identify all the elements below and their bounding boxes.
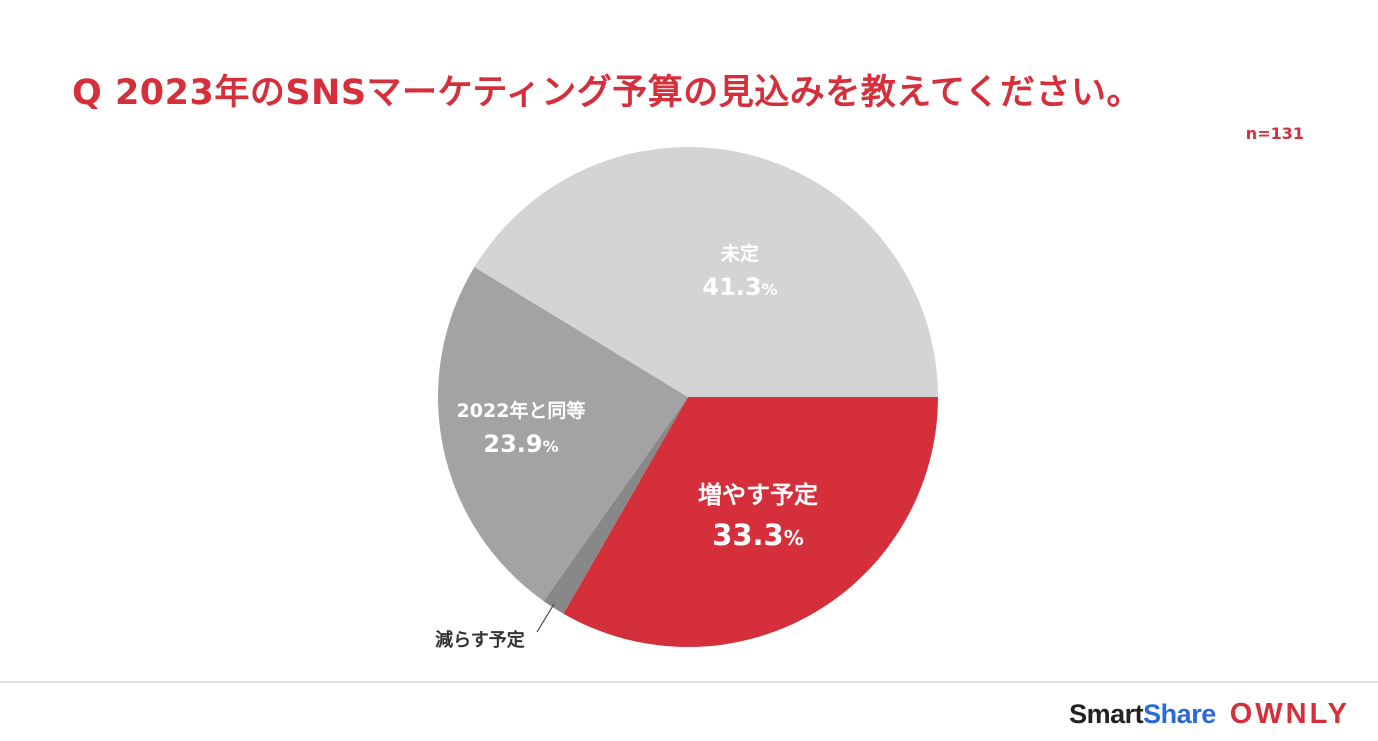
slice-value-label: 33.3% (712, 518, 804, 552)
slice-label: 2022年と同等 (457, 399, 586, 422)
pie-slice (563, 397, 938, 648)
leader-line (536, 603, 555, 633)
brand-logo: SmartShare OWNLY (1069, 691, 1350, 737)
slice-label: 未定 (720, 242, 759, 265)
pie-slice (474, 147, 938, 397)
brand-smartshare: SmartShare (1069, 699, 1216, 730)
slice-label: 増やす予定 (698, 481, 818, 509)
pie-slices (438, 147, 938, 648)
brand-share-text: Share (1143, 698, 1216, 729)
slice-value-label: 41.3% (702, 273, 777, 301)
sample-size: n=131 (1245, 124, 1304, 143)
brand-ownly-text: OWNLY (1229, 697, 1350, 730)
pie-chart: 増やす予定 33.3% 減らす予定 2022年と同等 23.9% 未定 41.3% (435, 147, 938, 651)
pie-slice (543, 397, 688, 614)
footer-divider (0, 681, 1378, 683)
slice-value-label: 23.9% (483, 430, 558, 458)
brand-smart-text: Smart (1069, 698, 1144, 729)
chart-title: Q 2023年のSNSマーケティング予算の見込みを教えてください。 (72, 73, 1142, 113)
pie-labels: 増やす予定 33.3% 減らす予定 2022年と同等 23.9% 未定 41.3% (435, 242, 818, 651)
pie-slice (438, 267, 688, 602)
slice-label: 減らす予定 (435, 629, 525, 651)
